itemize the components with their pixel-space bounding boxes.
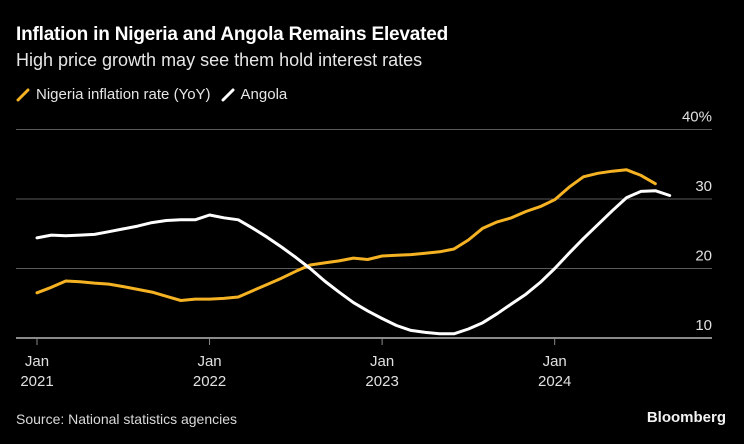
x-tick-label-year: 2021 [20, 373, 53, 390]
legend-item-angola: Angola [221, 86, 288, 103]
x-tick-label-month: Jan [543, 353, 567, 370]
y-tick-label: 30 [695, 178, 712, 195]
y-tick-label: 20 [695, 248, 712, 265]
series-line-angola [35, 189, 672, 336]
x-tick-label-year: 2022 [193, 373, 226, 390]
x-tick-label-year: 2023 [365, 373, 398, 390]
legend-swatch-nigeria [16, 88, 30, 101]
chart-subtitle: High price growth may see them hold inte… [16, 50, 423, 70]
x-tick-label-month: Jan [197, 353, 221, 370]
chart-title: Inflation in Nigeria and Angola Remains … [16, 24, 449, 45]
series-line-nigeria [35, 168, 657, 302]
source-note: Source: National statistics agencies [16, 411, 237, 427]
x-tick-label-month: Jan [25, 353, 49, 370]
legend-swatch-angola [221, 88, 235, 101]
legend-label-nigeria: Nigeria inflation rate (YoY) [36, 86, 211, 103]
legend-item-nigeria: Nigeria inflation rate (YoY) [16, 86, 211, 103]
y-tick-label: 10 [695, 317, 712, 334]
x-tick-label-month: Jan [370, 353, 394, 370]
bloomberg-logo: Bloomberg [646, 409, 726, 426]
legend-label-angola: Angola [240, 86, 288, 103]
y-tick-label: 40% [682, 109, 712, 126]
legend: Nigeria inflation rate (YoY) Angola [16, 86, 297, 103]
x-tick-label-year: 2024 [538, 373, 571, 390]
